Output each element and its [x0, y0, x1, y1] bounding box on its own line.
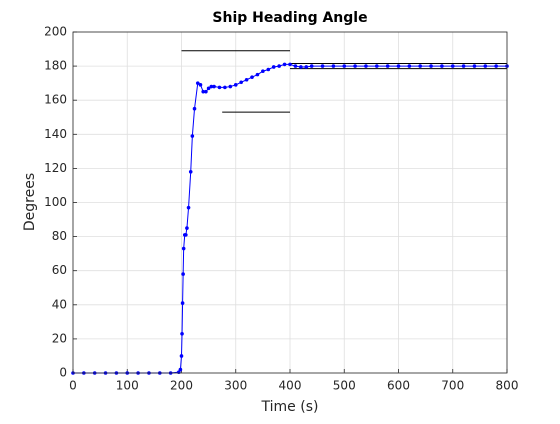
y-tick-label: 120: [44, 161, 67, 175]
data-point: [179, 354, 184, 358]
axes-box: [72, 31, 508, 374]
y-tick-label: 180: [44, 59, 67, 73]
y-tick-label: 160: [44, 93, 67, 107]
x-tick-label: 800: [496, 379, 519, 393]
data-point: [233, 83, 238, 87]
data-point: [195, 81, 200, 85]
data-point: [180, 331, 184, 336]
data-point: [181, 272, 185, 276]
x-tick-label: 200: [170, 379, 193, 393]
x-tick-label: 100: [116, 379, 139, 393]
data-point: [304, 65, 309, 69]
y-tick-label: 100: [44, 195, 67, 209]
y-tick-label: 140: [44, 127, 67, 141]
x-tick-label: 300: [224, 379, 247, 393]
data-point: [250, 75, 254, 79]
data-point: [282, 62, 287, 67]
y-tick-label: 200: [44, 25, 67, 39]
x-tick-label: 500: [333, 379, 356, 393]
data-point: [461, 64, 466, 68]
data-point: [209, 84, 214, 89]
y-tick-label: 20: [52, 331, 67, 345]
y-tick-label: 40: [52, 297, 67, 311]
y-tick-label: 0: [59, 366, 67, 380]
x-tick-label: 400: [279, 379, 302, 393]
x-tick-label: 600: [387, 379, 410, 393]
data-point: [239, 80, 243, 85]
data-point: [309, 64, 314, 68]
data-point: [293, 64, 298, 68]
data-point: [184, 233, 188, 237]
data-point: [223, 85, 227, 90]
data-point: [375, 64, 379, 68]
data-point: [288, 62, 292, 67]
data-point: [299, 65, 303, 69]
data-point: [364, 64, 368, 68]
data-point: [228, 84, 233, 89]
data-point: [181, 246, 186, 251]
data-point: [198, 83, 203, 87]
data-point: [440, 64, 444, 68]
data-point: [331, 64, 336, 68]
data-point: [188, 170, 193, 174]
data-point: [266, 67, 271, 72]
y-tick-label: 80: [52, 229, 67, 243]
data-point: [385, 64, 390, 68]
data-point: [244, 77, 249, 82]
data-point: [192, 106, 197, 111]
data-point: [494, 64, 498, 68]
data-point: [185, 226, 189, 230]
data-point: [320, 64, 325, 68]
data-point: [180, 301, 185, 305]
marks: [71, 50, 509, 375]
data-point: [206, 86, 211, 91]
x-tick-label: 700: [441, 379, 464, 393]
data-point: [178, 367, 183, 372]
y-axis-label: Degrees: [22, 173, 38, 231]
data-point: [407, 64, 412, 68]
data-point: [396, 64, 401, 68]
data-point: [418, 64, 423, 68]
x-axis-label: Time (s): [261, 399, 319, 415]
data-point: [472, 64, 477, 68]
data-point: [201, 89, 205, 94]
data-point: [261, 69, 265, 74]
data-point: [429, 64, 433, 68]
y-tick-label: 60: [52, 263, 67, 277]
data-point: [217, 85, 222, 90]
data-point: [277, 64, 281, 68]
chart-title: Ship Heading Angle: [212, 10, 367, 26]
data-point: [186, 205, 191, 210]
data-point: [353, 64, 357, 68]
data-point: [271, 65, 276, 69]
x-tick-label: 0: [69, 379, 77, 393]
data-point: [190, 134, 195, 138]
data-point: [342, 64, 347, 68]
data-point: [483, 64, 488, 68]
data-point: [212, 84, 216, 89]
data-point: [450, 64, 455, 68]
data-point: [204, 89, 208, 94]
data-point: [255, 72, 260, 77]
